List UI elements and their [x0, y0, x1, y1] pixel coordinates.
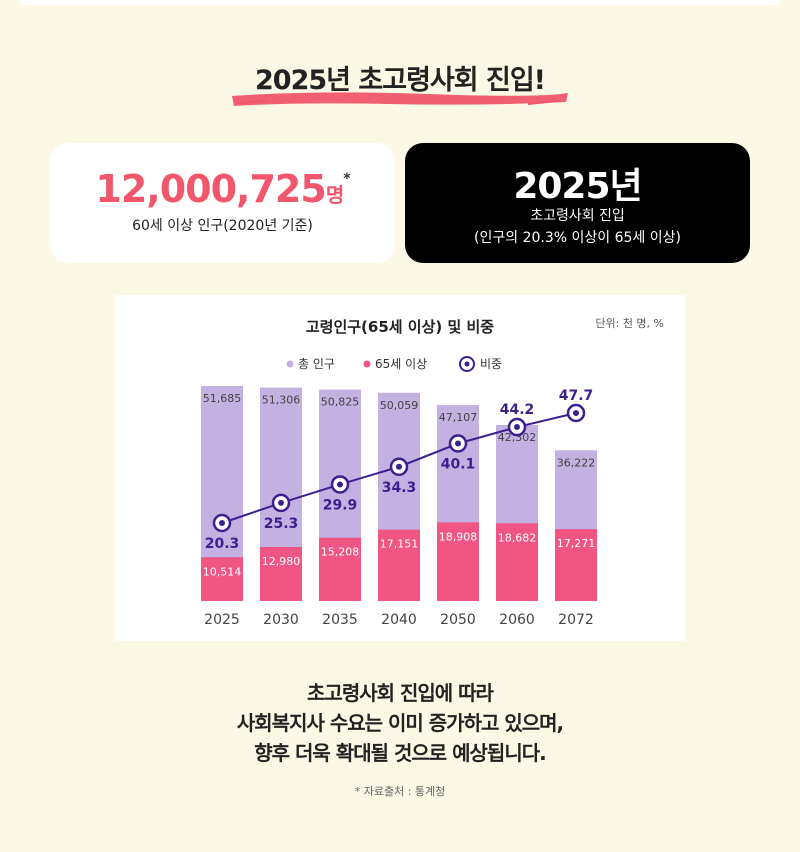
chart-legend: 총 인구 65세 이상 비중 — [286, 356, 502, 372]
label-total-2040: 50,059 — [380, 399, 419, 412]
legend-total-swatch — [286, 360, 294, 368]
ratio-label-2060: 44.2 — [500, 402, 535, 418]
x-tick-2025: 2025 — [204, 612, 240, 628]
population-number: 12,000,725명* — [50, 167, 395, 211]
bar-elderly-2060 — [496, 523, 538, 601]
stat-card-year: 2025년 초고령사회 진입 (인구의 20.3% 이상이 65세 이상) — [405, 143, 750, 263]
ratio-point-dot-2030 — [278, 499, 284, 506]
ratio-label-2025: 20.3 — [205, 536, 240, 552]
bar-elderly-2025 — [201, 557, 243, 601]
legend-ratio-label: 비중 — [480, 357, 502, 371]
year-line1: 초고령사회 진입 — [530, 208, 625, 224]
top-strip — [20, 0, 780, 5]
ratio-label-2072: 47.7 — [559, 388, 594, 404]
bar-elderly-2030 — [260, 547, 302, 601]
label-total-2050: 47,107 — [439, 411, 478, 424]
label-total-2035: 50,825 — [321, 396, 360, 409]
chart-card: 고령인구(65세 이상) 및 비중 단위: 천 명, % 총 인구 65세 이상 비… — [115, 295, 685, 641]
label-elderly-2040: 17,151 — [380, 538, 419, 551]
ratio-point-dot-2060 — [514, 424, 520, 431]
bar-elderly-2050 — [437, 522, 479, 601]
label-elderly-2035: 15,208 — [321, 546, 360, 559]
ratio-point-dot-2050 — [455, 440, 461, 447]
label-elderly-2060: 18,682 — [498, 531, 537, 544]
legend-elderly-label: 65세 이상 — [375, 357, 427, 371]
label-elderly-2030: 12,980 — [262, 555, 301, 568]
bar-elderly-2035 — [319, 537, 361, 601]
label-elderly-2050: 18,908 — [439, 530, 478, 543]
chart-unit-note: 단위: 천 명, % — [595, 316, 664, 330]
ratio-point-dot-2035 — [337, 481, 343, 488]
population-caption: 60세 이상 인구(2020년 기준) — [132, 218, 313, 234]
bottom-line-2: 사회복지사 수요는 이미 증가하고 있으며, — [236, 711, 564, 735]
source-note: * 자료출처 : 통계청 — [354, 785, 446, 798]
legend-elderly-swatch — [363, 360, 371, 368]
chart-title: 고령인구(65세 이상) 및 비중 — [306, 318, 494, 336]
page-title: 2025년 초고령사회 진입! — [255, 65, 546, 96]
x-tick-2072: 2072 — [558, 612, 594, 628]
year-line2: (인구의 20.3% 이상이 65세 이상) — [474, 230, 681, 246]
population-value: 12,000,725 — [95, 167, 326, 211]
legend-total-label: 총 인구 — [298, 357, 335, 371]
bottom-line-1: 초고령사회 진입에 따라 — [307, 681, 494, 705]
population-unit: 명 — [325, 183, 344, 207]
x-tick-2060: 2060 — [499, 612, 535, 628]
ratio-label-2040: 34.3 — [382, 480, 417, 496]
asterisk-mark: * — [343, 171, 350, 187]
x-tick-2035: 2035 — [322, 612, 358, 628]
chart-bars: 51,685 10,514 51,306 12,980 50,825 15,208 50,0… — [201, 386, 597, 601]
headline-wrap: 2025년 초고령사회 진입! — [0, 58, 800, 97]
x-tick-2030: 2030 — [263, 612, 299, 628]
chart-x-axis: 2025 2030 2035 2040 2050 2060 2072 — [204, 612, 594, 628]
chart-ratio-line: 20.3 25.3 29.9 34.3 40.1 44.2 47.7 — [205, 388, 594, 552]
label-total-2030: 51,306 — [262, 394, 301, 407]
label-total-2025: 51,685 — [203, 392, 242, 405]
label-total-2072: 36,222 — [557, 456, 596, 469]
x-tick-2050: 2050 — [440, 612, 476, 628]
ratio-label-2050: 40.1 — [441, 457, 476, 473]
legend-ratio-marker-dot — [464, 361, 470, 367]
population-chart: 고령인구(65세 이상) 및 비중 단위: 천 명, % 총 인구 65세 이상 비… — [201, 316, 664, 628]
bar-elderly-2072 — [555, 529, 597, 601]
label-elderly-2072: 17,271 — [557, 537, 596, 550]
label-elderly-2025: 10,514 — [203, 565, 242, 578]
ratio-point-dot-2040 — [396, 463, 402, 470]
bottom-message: 초고령사회 진입에 따라 사회복지사 수요는 이미 증가하고 있으며, 향후 더… — [0, 678, 800, 768]
ratio-label-2030: 25.3 — [264, 516, 299, 532]
stat-card-population: 12,000,725명* 60세 이상 인구(2020년 기준) — [50, 143, 395, 263]
year-value: 2025년 — [513, 166, 642, 207]
bar-elderly-2040 — [378, 529, 420, 601]
bottom-line-3: 향후 더욱 확대될 것으로 예상됩니다. — [254, 741, 546, 765]
brush-underline — [232, 92, 568, 106]
x-tick-2040: 2040 — [381, 612, 417, 628]
label-total-2060: 42,302 — [498, 431, 537, 444]
ratio-point-dot-2025 — [219, 520, 225, 526]
ratio-point-dot-2072 — [573, 410, 579, 416]
ratio-label-2035: 29.9 — [323, 497, 358, 513]
